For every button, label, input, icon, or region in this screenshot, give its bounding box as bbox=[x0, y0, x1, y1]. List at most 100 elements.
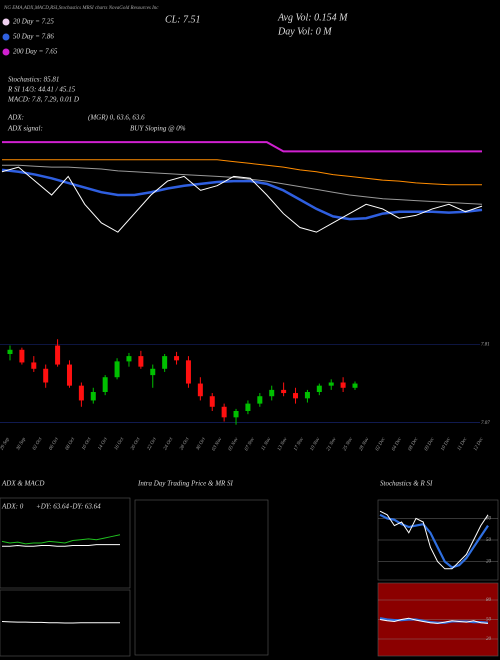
legend-label: 200 Day = 7.65 bbox=[13, 48, 58, 56]
ma-line bbox=[1, 168, 483, 221]
indicator: Stochastics: 85.81 bbox=[8, 76, 59, 84]
ma-line bbox=[2, 164, 483, 205]
x-tick-label: 24 Oct bbox=[163, 437, 174, 452]
adx-signal: ADX signal: bbox=[7, 125, 43, 133]
x-tick-label: 10 Oct bbox=[81, 437, 92, 452]
x-tick-label: 03 Nov bbox=[212, 436, 224, 452]
candle-body bbox=[138, 356, 144, 367]
x-tick-label: 17 Nov bbox=[293, 436, 305, 452]
x-tick-label: 06 Oct bbox=[49, 437, 60, 452]
candle-body bbox=[114, 361, 120, 378]
x-tick-label: 10 Dec bbox=[441, 436, 453, 452]
candle-body bbox=[126, 356, 132, 362]
x-tick-label: 25 Nov bbox=[342, 436, 354, 452]
adx-signal-value: BUY Sloping @ 0% bbox=[130, 125, 186, 133]
y-tick-label: 50 bbox=[486, 538, 492, 543]
close-label: CL: 7.51 bbox=[165, 14, 201, 25]
adx-label: ADX: bbox=[7, 114, 24, 122]
ma-line bbox=[2, 159, 482, 186]
candle-body bbox=[90, 392, 96, 401]
legend-swatch bbox=[2, 48, 10, 56]
y-tick-label: 20 bbox=[486, 637, 492, 642]
x-tick-label: 05 Nov bbox=[228, 436, 240, 452]
candle-body bbox=[197, 383, 203, 397]
indicator-line bbox=[379, 513, 489, 569]
panel-title: ADX & MACD bbox=[1, 480, 44, 488]
indicator: R SI 14/3: 44.41 / 45.15 bbox=[7, 86, 76, 94]
x-tick-label: 14 Oct bbox=[98, 437, 109, 452]
candle-body bbox=[269, 389, 275, 397]
candle-body bbox=[233, 411, 239, 418]
candle-body bbox=[281, 389, 287, 394]
candle-body bbox=[304, 392, 310, 399]
x-tick-label: 30 Sep bbox=[16, 437, 27, 452]
adx-value: (MGR) 0, 63.6, 63.6 bbox=[88, 114, 145, 122]
indicator-line bbox=[2, 544, 120, 547]
y-tick-label: 7.07 bbox=[481, 421, 490, 426]
indicator: MACD: 7.8, 7.29, 0.01 D bbox=[7, 96, 79, 104]
x-tick-label: 09 Dec bbox=[424, 436, 436, 452]
x-tick-label: 08 Dec bbox=[408, 436, 420, 452]
panel-label: +DY: 63.64 bbox=[36, 503, 70, 511]
panel-title: Intra Day Trading Price & MR SI bbox=[137, 480, 234, 488]
indicator-line bbox=[379, 617, 489, 624]
chart-title: NG EMA,ADX,MACD,RSI,Stochastics MRSI cha… bbox=[3, 6, 159, 11]
x-tick-label: 02 Oct bbox=[32, 437, 43, 452]
x-tick-label: 12 Dec bbox=[473, 436, 485, 452]
x-tick-label: 16 Oct bbox=[114, 437, 125, 452]
x-tick-label: 11 Dec bbox=[457, 436, 469, 451]
candle-body bbox=[209, 396, 215, 407]
legend-label: 20 Day = 7.25 bbox=[13, 18, 54, 26]
candle-body bbox=[66, 364, 72, 386]
x-tick-label: 11 Nov bbox=[261, 436, 273, 451]
candle-body bbox=[352, 383, 358, 388]
candle-body bbox=[316, 385, 322, 392]
candle-body bbox=[7, 349, 13, 354]
candle-body bbox=[43, 368, 49, 383]
y-tick-label: 80 bbox=[486, 598, 492, 603]
x-tick-label: 04 Dec bbox=[392, 436, 404, 452]
candle-body bbox=[340, 382, 346, 388]
candle-body bbox=[31, 362, 37, 369]
x-tick-label: 13 Nov bbox=[277, 436, 289, 452]
x-tick-label: 07 Nov bbox=[244, 436, 256, 452]
avg-vol: Avg Vol: 0.154 M bbox=[277, 12, 348, 23]
panel-title: Stochastics & R SI bbox=[380, 480, 433, 488]
legend-swatch bbox=[2, 33, 10, 41]
panel-label: -DY: 63.64 bbox=[70, 503, 101, 511]
panel-label: ADX: 0 bbox=[1, 503, 24, 511]
candle-body bbox=[293, 393, 299, 399]
x-tick-label: 08 Oct bbox=[65, 437, 76, 452]
candle-body bbox=[257, 396, 263, 404]
x-tick-label: 29 Sep bbox=[0, 437, 11, 452]
candle-body bbox=[150, 368, 156, 376]
x-tick-label: 19 Nov bbox=[310, 436, 322, 452]
x-tick-label: 22 Oct bbox=[147, 437, 158, 452]
x-tick-label: 02 Dec bbox=[375, 436, 387, 452]
panel bbox=[134, 499, 269, 656]
candle-body bbox=[185, 360, 191, 384]
day-vol: Day Vol: 0 M bbox=[277, 26, 332, 37]
x-tick-label: 20 Oct bbox=[130, 437, 141, 452]
candle-body bbox=[19, 349, 25, 363]
candle-body bbox=[221, 406, 227, 418]
legend-label: 50 Day = 7.86 bbox=[13, 33, 54, 41]
candle-body bbox=[328, 382, 334, 386]
candle-body bbox=[78, 385, 84, 401]
candle-body bbox=[162, 356, 168, 369]
x-tick-label: 30 Oct bbox=[196, 437, 207, 452]
y-tick-label: 80 bbox=[486, 517, 492, 522]
y-tick-label: 20 bbox=[486, 560, 492, 565]
ma-line bbox=[2, 141, 482, 153]
y-tick-label: 50 bbox=[486, 618, 492, 623]
candle-body bbox=[102, 377, 108, 392]
candle-body bbox=[174, 356, 180, 361]
x-tick-label: 21 Nov bbox=[326, 436, 338, 452]
indicator-line bbox=[1, 621, 120, 624]
legend-swatch bbox=[2, 18, 10, 26]
candle-body bbox=[245, 403, 251, 411]
x-tick-label: 28 Oct bbox=[179, 437, 190, 452]
y-tick-label: 7.81 bbox=[481, 343, 490, 348]
